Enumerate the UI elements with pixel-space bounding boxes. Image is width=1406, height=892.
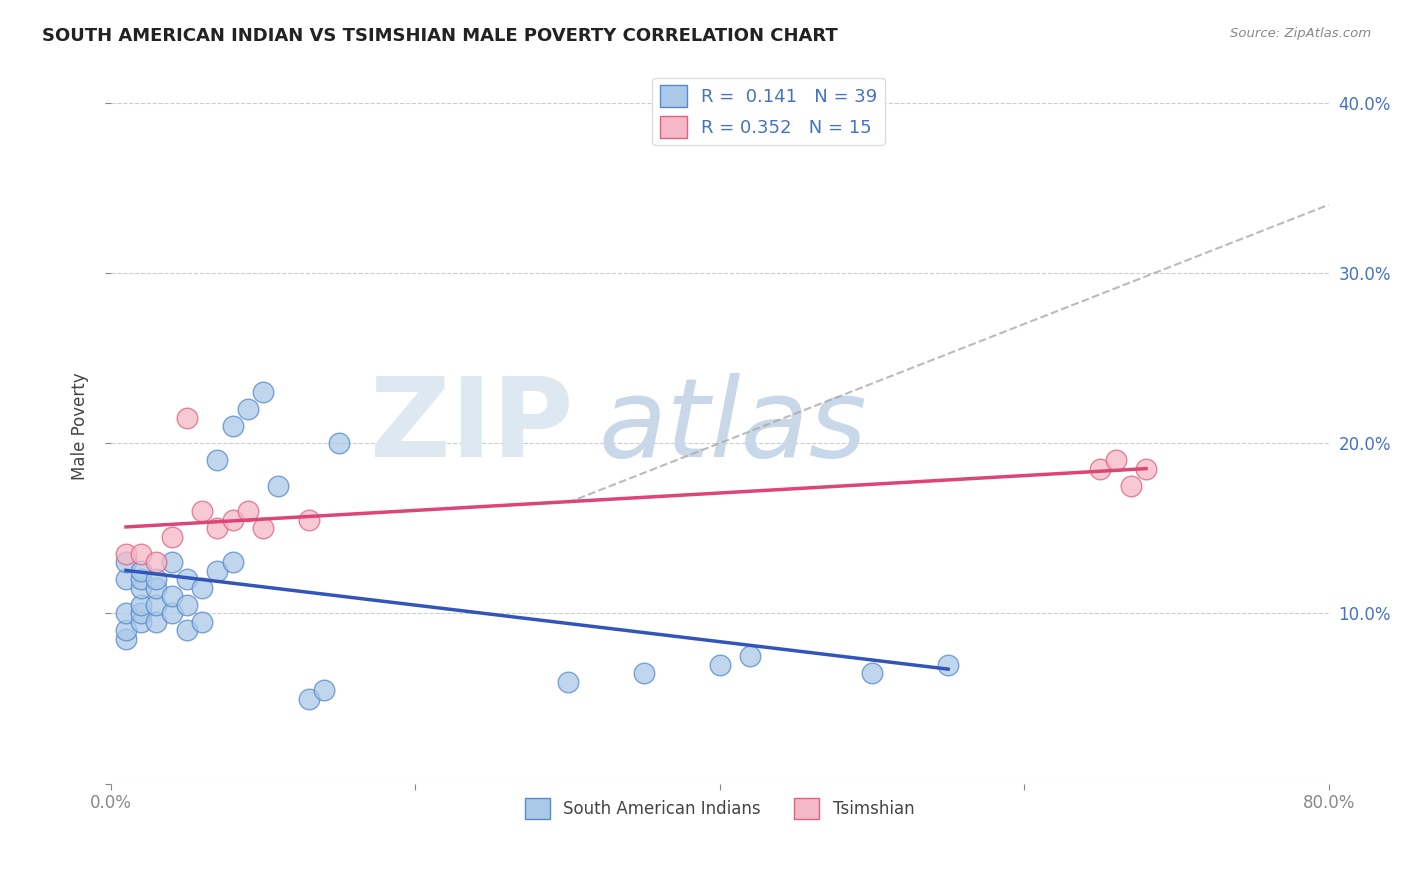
Text: atlas: atlas xyxy=(598,373,866,480)
Point xyxy=(298,691,321,706)
Point xyxy=(145,598,167,612)
Point xyxy=(1119,479,1142,493)
Point xyxy=(176,573,198,587)
Point xyxy=(252,521,274,535)
Text: ZIP: ZIP xyxy=(370,373,574,480)
Point xyxy=(115,573,138,587)
Point xyxy=(221,513,243,527)
Point xyxy=(236,402,259,417)
Point xyxy=(176,410,198,425)
Point xyxy=(145,581,167,595)
Point xyxy=(176,598,198,612)
Point xyxy=(191,504,214,518)
Point xyxy=(115,555,138,569)
Point xyxy=(740,648,762,663)
Point xyxy=(267,479,290,493)
Point xyxy=(328,436,350,450)
Point xyxy=(221,419,243,434)
Point xyxy=(936,657,959,672)
Point xyxy=(129,598,152,612)
Point xyxy=(160,555,183,569)
Point xyxy=(207,564,229,578)
Point xyxy=(1090,461,1112,475)
Point xyxy=(312,683,335,698)
Point xyxy=(115,624,138,638)
Point xyxy=(129,547,152,561)
Point xyxy=(129,615,152,629)
Point xyxy=(115,547,138,561)
Point xyxy=(129,573,152,587)
Point xyxy=(860,666,883,681)
Point xyxy=(298,513,321,527)
Point xyxy=(129,564,152,578)
Point xyxy=(129,607,152,621)
Legend: South American Indians, Tsimshian: South American Indians, Tsimshian xyxy=(519,792,921,825)
Point xyxy=(115,632,138,646)
Point xyxy=(191,581,214,595)
Text: Source: ZipAtlas.com: Source: ZipAtlas.com xyxy=(1230,27,1371,40)
Point xyxy=(160,530,183,544)
Point xyxy=(207,521,229,535)
Point xyxy=(145,555,167,569)
Point xyxy=(145,615,167,629)
Point xyxy=(557,674,579,689)
Point xyxy=(160,607,183,621)
Point xyxy=(160,590,183,604)
Point xyxy=(633,666,655,681)
Point xyxy=(207,453,229,467)
Point xyxy=(129,581,152,595)
Text: SOUTH AMERICAN INDIAN VS TSIMSHIAN MALE POVERTY CORRELATION CHART: SOUTH AMERICAN INDIAN VS TSIMSHIAN MALE … xyxy=(42,27,838,45)
Y-axis label: Male Poverty: Male Poverty xyxy=(72,372,89,480)
Point xyxy=(1135,461,1157,475)
Point xyxy=(252,385,274,400)
Point xyxy=(709,657,731,672)
Point xyxy=(221,555,243,569)
Point xyxy=(176,624,198,638)
Point xyxy=(1104,453,1126,467)
Point xyxy=(191,615,214,629)
Point xyxy=(115,607,138,621)
Point xyxy=(236,504,259,518)
Point xyxy=(145,573,167,587)
